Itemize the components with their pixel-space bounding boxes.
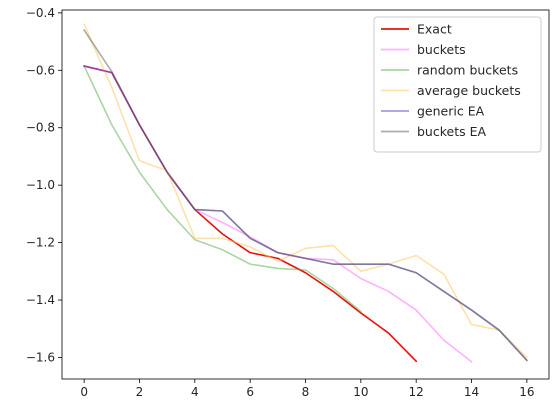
y-tick-label: −1.6 [26,350,55,364]
series-layer [83,23,528,363]
legend-box [373,16,542,153]
series-line-average-buckets [83,23,528,359]
y-tick-label: −1.4 [26,293,55,307]
x-tick-label: 8 [302,385,310,399]
x-axis: 0 2 4 6 8 10 12 14 16 [80,379,535,399]
y-tick-label: −0.4 [26,6,55,20]
y-tick-label: −0.8 [26,121,55,135]
x-tick-label: 0 [80,385,88,399]
x-tick-label: 12 [409,385,424,399]
x-tick-label: 16 [519,385,534,399]
y-tick-label: −0.6 [26,63,55,77]
x-tick-label: 2 [136,385,144,399]
legend-label-random-buckets: random buckets [417,63,518,78]
y-tick-label: −1.2 [26,236,55,250]
series-line-random-buckets [83,64,362,313]
y-axis: −0.4 −0.6 −0.8 −1.0 −1.2 −1.4 −1.6 [26,6,62,364]
x-tick-label: 14 [464,385,479,399]
series-line-exact [83,65,418,363]
x-tick-label: 4 [191,385,199,399]
legend-label-average-buckets: average buckets [417,83,521,98]
legend-label-buckets: buckets [417,42,466,57]
series-line-buckets-ea [83,28,528,362]
legend-label-generic-ea: generic EA [417,104,485,119]
y-tick-label: −1.0 [26,178,55,192]
legend: Exact buckets random buckets average bucket… [373,16,542,153]
x-tick-label: 6 [246,385,254,399]
x-tick-label: 10 [353,385,368,399]
legend-label-buckets-ea: buckets EA [417,124,486,139]
legend-label-exact: Exact [417,22,452,37]
